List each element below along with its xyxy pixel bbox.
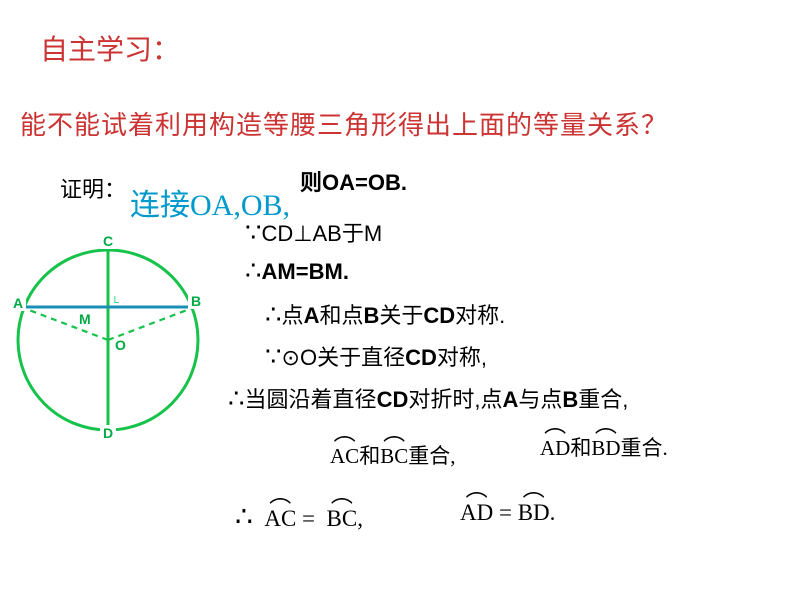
cd: CD — [423, 303, 455, 328]
label-c: C — [100, 233, 116, 249]
label-d: D — [100, 425, 116, 441]
line-cd: ∵CD⊥AB于M — [245, 216, 382, 248]
eq: = — [296, 506, 320, 531]
text: 和 — [359, 444, 380, 468]
arc-bd: BD — [518, 500, 550, 526]
text: 和点 — [319, 303, 363, 328]
label-m: M — [76, 311, 94, 327]
arc-bd: BD — [591, 436, 620, 461]
arc-eq-2: AD = BD. — [460, 500, 555, 526]
subtitle: 能不能试着利用构造等腰三角形得出上面的等量关系？ — [20, 105, 668, 142]
point-a: A — [502, 387, 518, 412]
text: 重合, — [408, 444, 455, 468]
text: 当圆沿着直径 — [245, 387, 377, 412]
text: , — [357, 506, 363, 531]
then-oa-ob: 则OA=OB. — [300, 165, 407, 197]
line-cd-text: CD⊥AB于M — [262, 221, 383, 246]
label-b: B — [188, 293, 204, 309]
arc-overlap-1: AC和BC重合, — [330, 440, 455, 470]
line-ab: ∴点A和点B关于CD对称. — [265, 298, 505, 330]
text: 对称, — [437, 345, 487, 370]
arc-eq-1: ∴ AC = BC, — [235, 500, 363, 534]
because-symbol: ∵ — [245, 218, 262, 247]
text: 对折时,点 — [408, 387, 502, 412]
text: 和 — [570, 436, 591, 460]
text: 点 — [282, 303, 304, 328]
therefore-symbol: ∴ — [265, 300, 282, 329]
line-fold: ∴当圆沿着直径CD对折时,点A与点B重合, — [228, 382, 628, 414]
text: 重合, — [578, 387, 628, 412]
line-o: ∵⊙O关于直径CD对称, — [265, 340, 487, 372]
text: 关于 — [379, 303, 423, 328]
line-oa-dash — [21, 307, 108, 340]
text: 重合. — [621, 436, 668, 460]
line-am-text: AM=BM. — [262, 259, 349, 284]
arc-bc: BC — [380, 444, 408, 469]
point-b: B — [562, 387, 578, 412]
text: 对称. — [455, 303, 505, 328]
perp-mark: └ — [108, 297, 122, 310]
label-o: O — [112, 337, 129, 353]
arc-bc: BC — [327, 506, 358, 532]
proof-label: 证明： — [60, 172, 126, 204]
arc-ac: AC — [264, 506, 296, 532]
arc-ad: AD — [460, 500, 493, 526]
arc-ac: AC — [330, 444, 359, 469]
because-symbol: ∵ — [265, 342, 282, 371]
line-ob-dash — [108, 307, 195, 340]
point-b: B — [363, 303, 379, 328]
eq: = — [493, 500, 517, 525]
circle-diagram: A B C D M O └ — [8, 225, 218, 455]
label-a: A — [10, 295, 26, 311]
therefore-symbol: ∴ — [235, 502, 253, 533]
cd: CD — [377, 387, 409, 412]
line-am: ∴AM=BM. — [245, 256, 349, 286]
cd: CD — [405, 345, 437, 370]
arc-overlap-2: AD和BD重合. — [540, 432, 668, 462]
point-a: A — [304, 303, 320, 328]
text: ⊙O关于直径 — [282, 345, 406, 370]
arc-ad: AD — [540, 436, 570, 461]
therefore-symbol: ∴ — [228, 384, 245, 413]
text: . — [550, 500, 556, 525]
page-title: 自主学习： — [40, 28, 180, 68]
text: 与点 — [518, 387, 562, 412]
therefore-symbol: ∴ — [245, 256, 262, 285]
